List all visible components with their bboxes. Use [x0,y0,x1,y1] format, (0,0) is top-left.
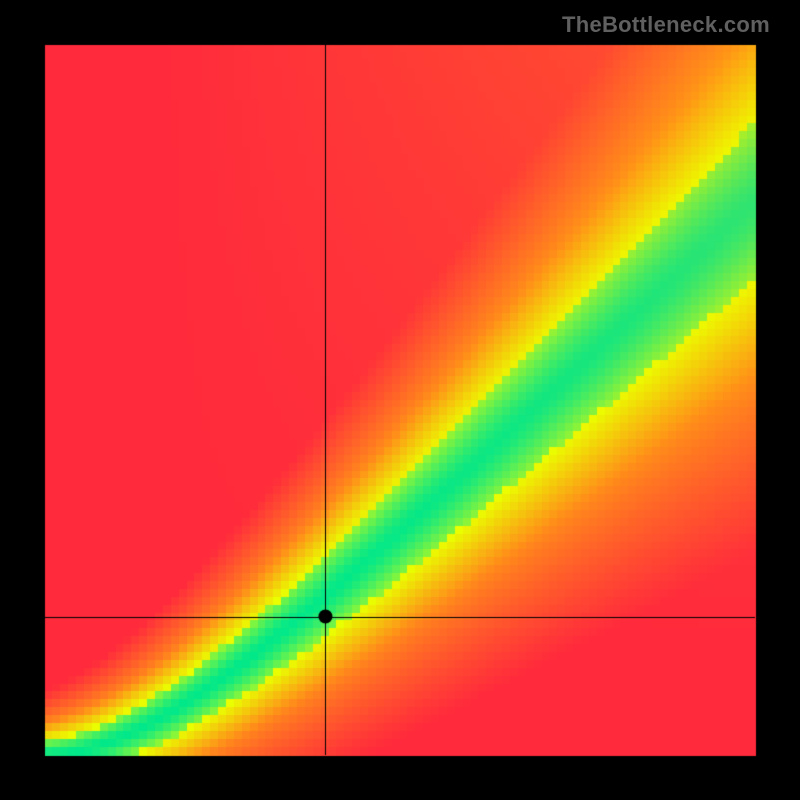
chart-container: TheBottleneck.com [0,0,800,800]
bottleneck-heatmap-canvas [0,0,800,800]
watermark-text: TheBottleneck.com [562,12,770,38]
